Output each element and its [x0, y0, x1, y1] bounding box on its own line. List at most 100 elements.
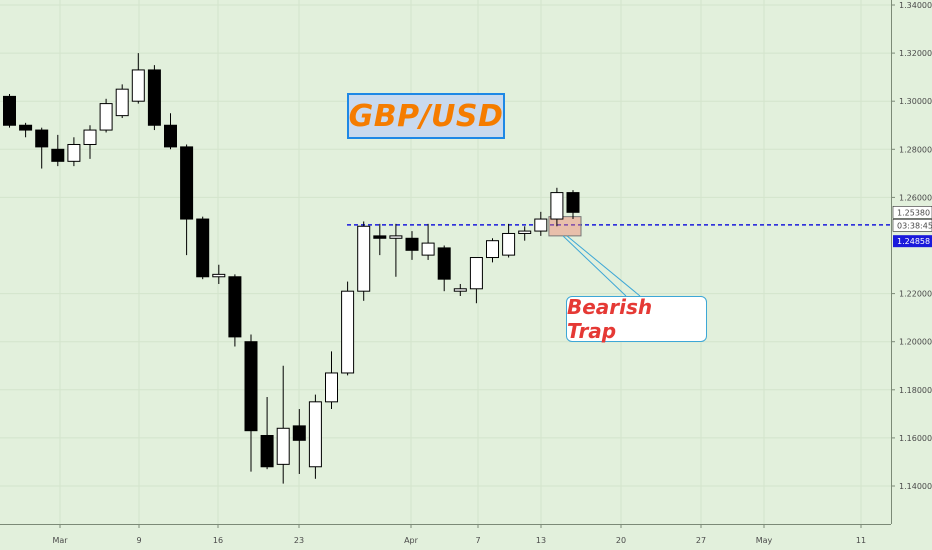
candle	[260, 397, 274, 470]
candle	[115, 84, 129, 119]
candle-body-down	[292, 425, 306, 441]
candle	[147, 65, 161, 131]
candle-body-down	[437, 247, 451, 280]
candle	[518, 226, 532, 241]
candle-body-up	[115, 88, 129, 117]
candle-body-down	[147, 69, 161, 126]
candle-body-up	[341, 290, 355, 374]
candle-body-down	[566, 192, 580, 213]
x-tick-label: 11	[856, 536, 866, 545]
candle	[502, 223, 516, 258]
candles	[3, 53, 580, 484]
candle-body-down	[19, 124, 33, 131]
candle	[486, 238, 499, 263]
x-tick-label: 16	[213, 536, 223, 545]
level-price-badge	[893, 235, 932, 248]
candle	[405, 231, 419, 260]
y-tick-label: 1.30000	[899, 97, 932, 106]
candle-body-up	[421, 242, 435, 256]
chart-title: GBP/USD	[348, 98, 504, 134]
y-tick-label: 1.34000	[899, 1, 932, 10]
candle	[325, 351, 338, 410]
candle-body-down	[164, 124, 177, 148]
candle	[3, 93, 16, 128]
y-tick-label: 1.26000	[899, 193, 932, 202]
candle	[341, 281, 355, 376]
x-tick-label: Mar	[52, 536, 68, 545]
candle-body-up	[131, 69, 145, 102]
y-tick-label: 1.14000	[899, 482, 932, 491]
candle-body-up	[486, 240, 499, 259]
y-tick-label: 1.16000	[899, 434, 932, 443]
callout-text: Bearish Trap	[567, 295, 653, 343]
level-price-text: 1.24858	[897, 237, 930, 246]
candle-body-up	[502, 232, 516, 256]
candle-body-down	[51, 148, 65, 162]
candle-body-up	[83, 129, 97, 145]
candle	[67, 137, 81, 167]
candle	[164, 113, 177, 150]
candle	[180, 144, 194, 256]
countdown-badge	[892, 219, 932, 232]
candle-body-down	[405, 237, 419, 251]
y-tick-label: 1.28000	[899, 145, 932, 154]
candle-body-down	[228, 276, 242, 338]
candle	[389, 223, 403, 277]
candle	[131, 53, 145, 104]
candle	[212, 264, 226, 284]
x-tick-label: 7	[475, 536, 480, 545]
candle-body-up	[469, 257, 483, 290]
candle-body-up	[357, 225, 371, 292]
x-tick-label: 23	[294, 536, 304, 545]
candle	[244, 334, 258, 472]
callout-pointer	[566, 235, 641, 297]
candle	[566, 190, 580, 220]
candle	[19, 122, 33, 138]
candle-body-up	[67, 143, 81, 162]
candle-body-up	[453, 288, 467, 292]
candle	[83, 125, 97, 159]
y-tick-label: 1.20000	[899, 338, 932, 347]
candle-body-up	[550, 192, 564, 220]
candle-body-up	[325, 372, 338, 403]
candle	[469, 257, 483, 304]
x-tick-label: 27	[696, 536, 706, 545]
candle	[550, 187, 564, 227]
callout-pointer	[562, 235, 627, 297]
candle	[292, 409, 306, 474]
x-tick-label: 13	[536, 536, 546, 545]
y-tick-label: 1.32000	[899, 49, 932, 58]
candle	[228, 274, 242, 347]
current-price-badge	[892, 206, 932, 219]
x-tick-label: May	[756, 536, 773, 545]
candle-body-up	[308, 401, 322, 468]
candle-body-down	[260, 434, 274, 468]
candle	[99, 98, 113, 133]
candle-body-down	[244, 341, 258, 432]
x-tick-label: Apr	[404, 536, 419, 545]
candle-body-down	[196, 218, 210, 278]
candle-body-down	[373, 235, 387, 239]
bearish-trap-callout[interactable]: Bearish Trap	[566, 295, 707, 343]
y-tick-label: 1.22000	[899, 290, 932, 299]
candle-body-up	[99, 103, 113, 131]
x-tick-label: 20	[616, 536, 626, 545]
current-price-text: 1.25380	[897, 208, 930, 217]
x-tick-label: 9	[136, 536, 141, 545]
candle	[308, 394, 322, 479]
candle	[196, 216, 210, 280]
candle-body-up	[518, 230, 532, 234]
candle	[373, 223, 387, 256]
candle-body-up	[389, 235, 403, 239]
candle-body-down	[180, 146, 194, 220]
y-tick-label: 1.18000	[899, 386, 932, 395]
candle	[437, 245, 451, 292]
candle	[35, 127, 49, 169]
candle-body-up	[276, 427, 290, 465]
candle-body-up	[534, 218, 548, 232]
candle	[51, 134, 65, 167]
candle	[421, 223, 435, 260]
